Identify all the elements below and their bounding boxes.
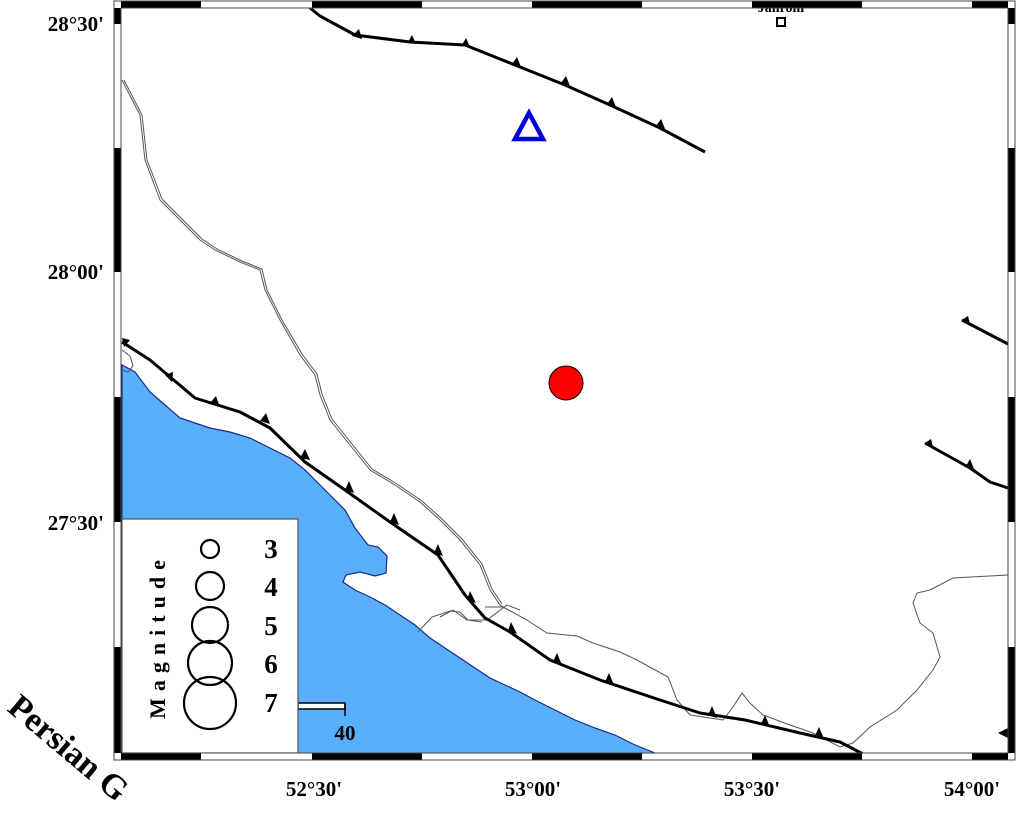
map-frame [113, 0, 1016, 761]
legend-circle-7 [182, 675, 238, 731]
frame-segment [422, 1, 532, 8]
city-square-icon [776, 17, 786, 27]
frame-segment [532, 1, 642, 8]
frame-segment [312, 753, 422, 760]
lon-label: 53°00' [505, 777, 561, 801]
frame-segment [201, 1, 312, 8]
legend-label-7: 7 [264, 688, 278, 718]
frame-segment [752, 753, 862, 760]
magnitude-legend: Magnitude 3 4 5 6 7 [121, 518, 299, 754]
frame-segment [121, 753, 201, 760]
latitude-labels: 28°30' 28°00' 27°30' [48, 12, 104, 535]
frame-segment [862, 1, 972, 8]
frame-segment [114, 397, 121, 522]
station-triangle-icon[interactable] [511, 108, 547, 142]
epicenter-circle-icon[interactable] [548, 365, 584, 401]
frame-segment [532, 753, 642, 760]
frame-inner-outline [120, 7, 1009, 754]
lat-label: 28°30' [48, 12, 104, 36]
legend-circle-4 [194, 570, 226, 602]
legend-label-4: 4 [264, 572, 278, 602]
frame-segment [114, 647, 121, 753]
lon-label: 52°30' [286, 777, 342, 801]
thrust-faults [121, 6, 1009, 757]
frame-segment [1008, 272, 1015, 397]
frame-segment [1008, 8, 1015, 24]
frame-segment [114, 272, 121, 397]
frame-segment [642, 1, 752, 8]
frame-segment [312, 1, 422, 8]
province-borders [121, 79, 1009, 748]
frame-segment [422, 753, 532, 760]
frame-segment [972, 1, 1008, 8]
frame-segment [114, 24, 121, 148]
legend-label-3: 3 [264, 534, 278, 564]
scale-bar-label: 40 [335, 721, 356, 745]
legend-title: Magnitude [145, 553, 170, 719]
lat-label: 27°30' [48, 511, 104, 535]
frame-segment [1008, 522, 1015, 647]
frame-segment [114, 148, 121, 272]
frame-segment [1008, 397, 1015, 522]
frame-segment [114, 8, 121, 24]
frame-segment [201, 753, 312, 760]
frame-segment [642, 753, 752, 760]
lon-label: 53°30' [724, 777, 780, 801]
frame-segment [1008, 148, 1015, 272]
frame-segment [1008, 24, 1015, 148]
lon-label: 54°00' [944, 777, 1000, 801]
frame-segment [114, 522, 121, 647]
frame-segment [1008, 647, 1015, 753]
fault-teeth [122, 29, 1008, 739]
legend-circle-6 [186, 639, 234, 687]
frame-outline [113, 0, 1016, 761]
legend-circle-3 [199, 538, 221, 560]
longitude-labels: 52°30' 53°00' 53°30' 54°00' [286, 777, 1000, 801]
lat-label: 28°00' [48, 260, 104, 284]
frame-segment [862, 753, 972, 760]
frame-segment [121, 1, 201, 8]
legend-label-6: 6 [264, 649, 278, 679]
legend-label-5: 5 [264, 611, 278, 641]
frame-segment [752, 1, 862, 8]
legend-circle-5 [190, 605, 230, 645]
frame-segment [972, 753, 1008, 760]
